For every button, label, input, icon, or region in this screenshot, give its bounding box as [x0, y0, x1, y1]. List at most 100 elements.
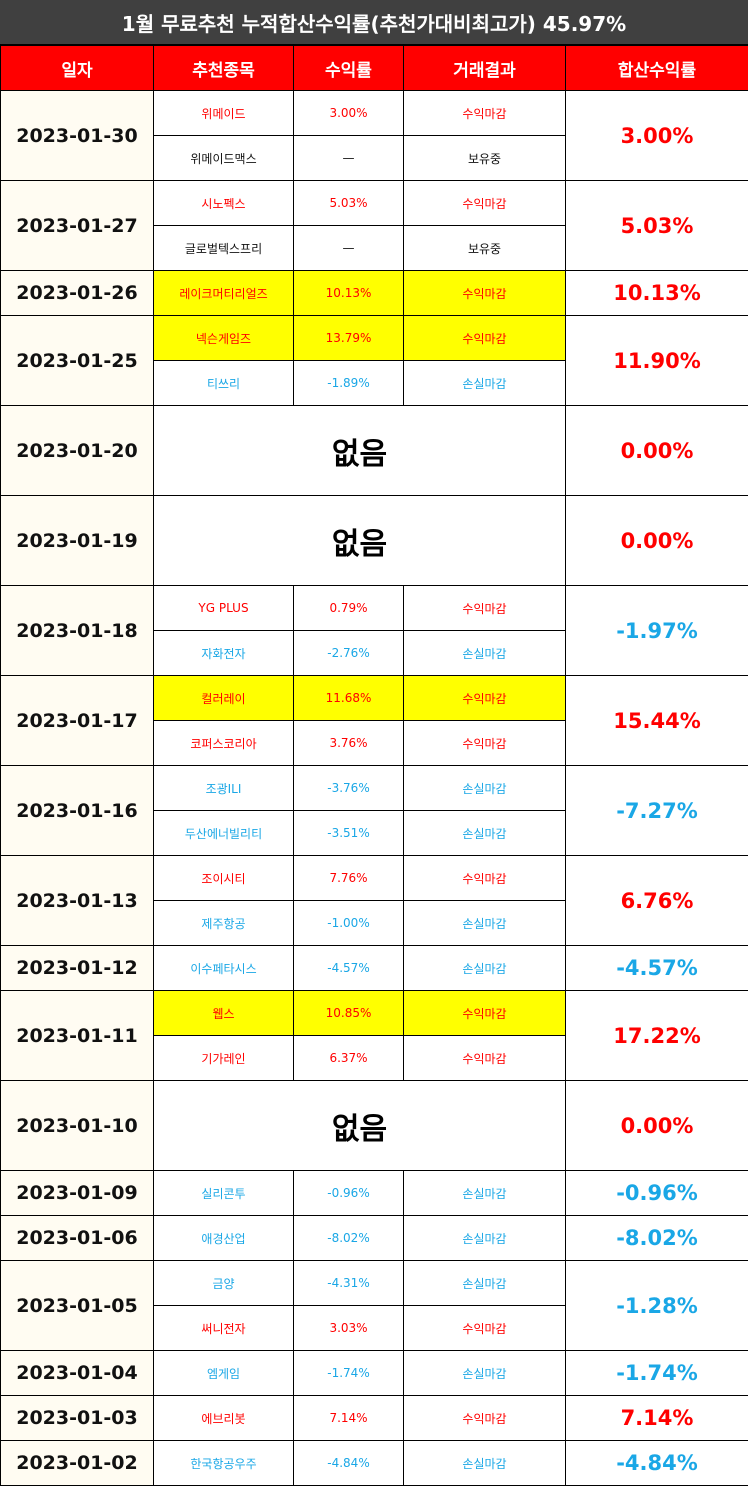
- total-return: -8.02%: [565, 1215, 748, 1261]
- stock-name: 한국항공우주: [153, 1440, 294, 1486]
- trade-result: 수익마감: [403, 855, 566, 901]
- stock-name: YG PLUS: [153, 585, 294, 631]
- stock-return: 10.85%: [293, 990, 404, 1036]
- stock-return: -4.57%: [293, 945, 404, 991]
- table-row: 써니전자 3.03% 수익마감: [1, 1305, 748, 1351]
- stock-return: -1.74%: [293, 1350, 404, 1396]
- stock-return: 7.14%: [293, 1395, 404, 1441]
- stock-name: 웹스: [153, 990, 294, 1036]
- row-date: 2023-01-05: [0, 1260, 154, 1351]
- stock-name: 실리콘투: [153, 1170, 294, 1216]
- total-return: 15.44%: [565, 675, 748, 766]
- total-return: -1.74%: [565, 1350, 748, 1396]
- trade-result: 수익마감: [403, 1305, 566, 1351]
- table-row: 2023-01-11 웹스 10.85% 수익마감 17.22%: [0, 990, 748, 1081]
- header-result: 거래결과: [403, 45, 566, 91]
- total-return: -1.28%: [565, 1260, 748, 1351]
- trade-result: 손실마감: [403, 1440, 566, 1486]
- total-return: -7.27%: [565, 765, 748, 856]
- table-row: 2023-01-25 넥슨게임즈 13.79% 수익마감 11.90%: [0, 315, 748, 406]
- stock-return: 5.03%: [293, 180, 404, 226]
- trade-result: 손실마감: [403, 630, 566, 676]
- trade-result: 수익마감: [403, 675, 566, 721]
- table-row: 2023-01-16 조광ILI -3.76% 손실마감 -7.27%: [0, 765, 748, 856]
- total-return: 0.00%: [565, 405, 748, 496]
- stock-name: 넥슨게임즈: [153, 315, 294, 361]
- table-row: 2023-01-30 위메이드 3.00% 수익마감 3.00%: [0, 90, 748, 181]
- stock-return: 3.00%: [293, 90, 404, 136]
- stock-return: -1.00%: [293, 900, 404, 946]
- row-date: 2023-01-03: [0, 1395, 154, 1441]
- total-return: 11.90%: [565, 315, 748, 406]
- row-date: 2023-01-06: [0, 1215, 154, 1261]
- stock-return: 11.68%: [293, 675, 404, 721]
- stock-return: -0.96%: [293, 1170, 404, 1216]
- table-row: 2023-01-17 컬러레이 11.68% 수익마감 15.44%: [0, 675, 748, 766]
- row-date: 2023-01-13: [0, 855, 154, 946]
- total-return: 3.00%: [565, 90, 748, 181]
- stock-name: 에브리봇: [153, 1395, 294, 1441]
- trade-result: 보유중: [403, 135, 566, 181]
- row-date: 2023-01-19: [0, 495, 154, 586]
- total-return: 17.22%: [565, 990, 748, 1081]
- table-row: 코퍼스코리아 3.76% 수익마감: [1, 720, 748, 766]
- header-total-return: 합산수익률: [565, 45, 748, 91]
- trade-result: 수익마감: [403, 270, 566, 316]
- trade-result: 손실마감: [403, 1170, 566, 1216]
- table-row: 티쓰리 -1.89% 손실마감: [1, 360, 748, 406]
- table-row: 2023-01-04 엠게임 -1.74% 손실마감 -1.74%: [0, 1350, 748, 1396]
- total-return: 10.13%: [565, 270, 748, 316]
- stock-name: 금양: [153, 1260, 294, 1306]
- row-date: 2023-01-09: [0, 1170, 154, 1216]
- row-date: 2023-01-11: [0, 990, 154, 1081]
- table-row: 2023-01-09 실리콘투 -0.96% 손실마감 -0.96%: [0, 1170, 748, 1216]
- total-return: 0.00%: [565, 1080, 748, 1171]
- table-row: 제주항공 -1.00% 손실마감: [1, 900, 748, 946]
- stock-name: 시노펙스: [153, 180, 294, 226]
- row-date: 2023-01-16: [0, 765, 154, 856]
- total-return: -4.57%: [565, 945, 748, 991]
- stock-name: 위메이드: [153, 90, 294, 136]
- stock-name: 코퍼스코리아: [153, 720, 294, 766]
- trade-result: 손실마감: [403, 360, 566, 406]
- stock-return: 0.79%: [293, 585, 404, 631]
- row-date: 2023-01-04: [0, 1350, 154, 1396]
- table-row: 글로벌텍스프리 — 보유중: [1, 225, 748, 271]
- total-return: 7.14%: [565, 1395, 748, 1441]
- table-row: 2023-01-06 애경산업 -8.02% 손실마감 -8.02%: [0, 1215, 748, 1261]
- table-row: 2023-01-03 에브리봇 7.14% 수익마감 7.14%: [0, 1395, 748, 1441]
- stock-name: 제주항공: [153, 900, 294, 946]
- stock-name: 글로벌텍스프리: [153, 225, 294, 271]
- trade-result: 손실마감: [403, 1350, 566, 1396]
- stock-name: 위메이드맥스: [153, 135, 294, 181]
- trade-result: 수익마감: [403, 315, 566, 361]
- stock-return: 3.76%: [293, 720, 404, 766]
- stock-return: -1.89%: [293, 360, 404, 406]
- stock-return: 13.79%: [293, 315, 404, 361]
- stock-name: 조광ILI: [153, 765, 294, 811]
- stock-name: 레이크머티리얼즈: [153, 270, 294, 316]
- table-row: 기가레인 6.37% 수익마감: [1, 1035, 748, 1081]
- stock-return: -2.76%: [293, 630, 404, 676]
- stock-name: 써니전자: [153, 1305, 294, 1351]
- row-date: 2023-01-27: [0, 180, 154, 271]
- trade-result: 수익마감: [403, 1395, 566, 1441]
- stock-name: 두산에너빌리티: [153, 810, 294, 856]
- stock-name: 컬러레이: [153, 675, 294, 721]
- stock-return: 6.37%: [293, 1035, 404, 1081]
- stock-return: 10.13%: [293, 270, 404, 316]
- header-date: 일자: [0, 45, 154, 91]
- header-stock: 추천종목: [153, 45, 294, 91]
- stock-return: —: [293, 135, 404, 181]
- trade-result: 손실마감: [403, 900, 566, 946]
- row-date: 2023-01-25: [0, 315, 154, 406]
- stock-name: 기가레인: [153, 1035, 294, 1081]
- stock-return: 3.03%: [293, 1305, 404, 1351]
- trade-result: 손실마감: [403, 1260, 566, 1306]
- stock-name: 자화전자: [153, 630, 294, 676]
- stock-name: 애경산업: [153, 1215, 294, 1261]
- no-recommendation-label: 없음: [153, 405, 566, 496]
- total-return: 0.00%: [565, 495, 748, 586]
- stock-return: 7.76%: [293, 855, 404, 901]
- header-return: 수익률: [293, 45, 404, 91]
